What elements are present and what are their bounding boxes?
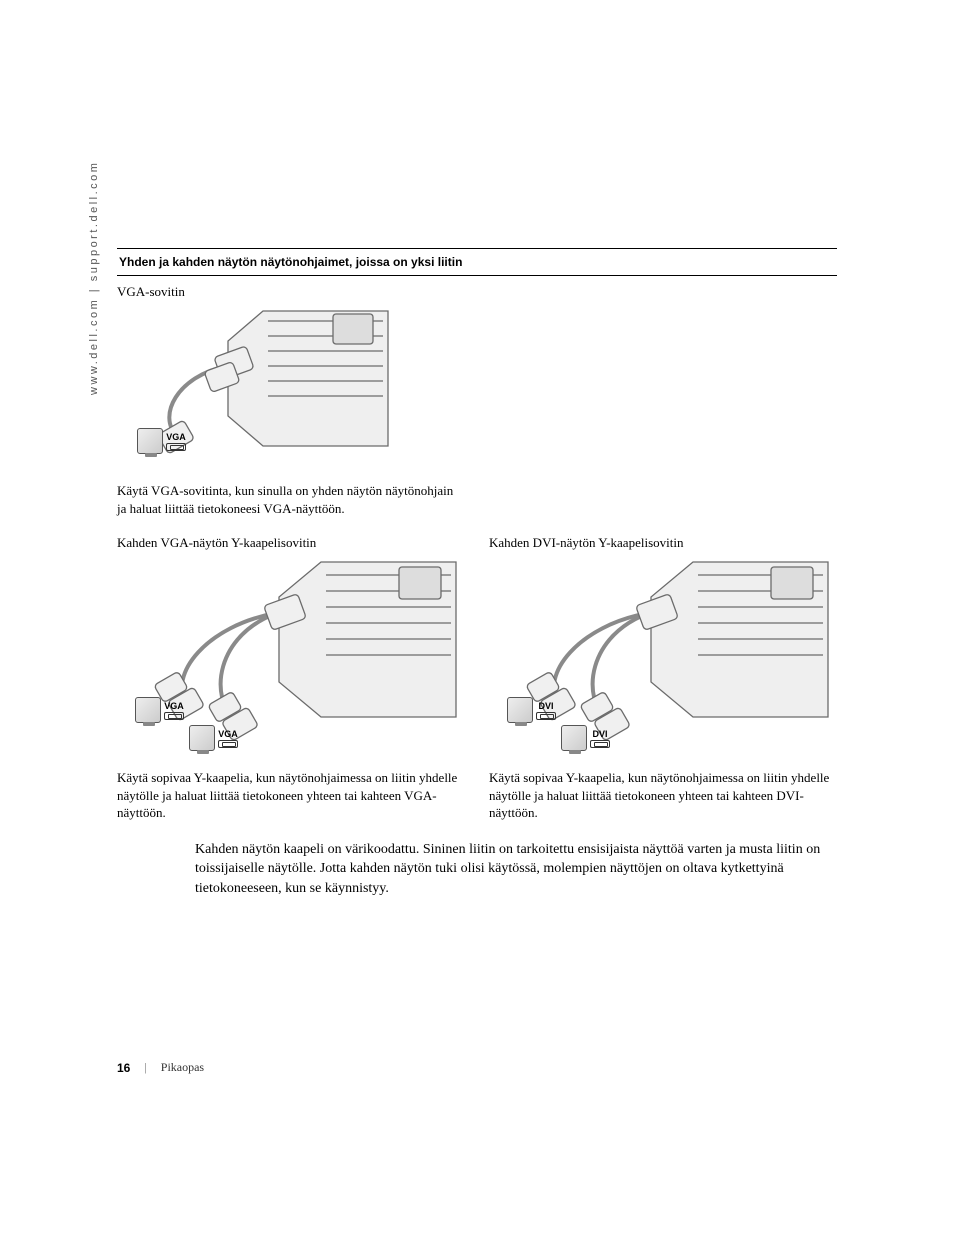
sidebar-url: www.dell.com | support.dell.com — [88, 161, 100, 395]
port-icon — [164, 712, 184, 720]
monitor-badge-vga: VGA — [137, 428, 186, 454]
monitor-badge-vga: VGA — [189, 725, 238, 751]
cell-desc: Käytä VGA-sovitinta, kun sinulla on yhde… — [117, 482, 465, 517]
badge-label-text: DVI — [592, 729, 607, 739]
badge-label-text: VGA — [164, 701, 184, 711]
cell-label: Kahden DVI-näytön Y-kaapelisovitin — [489, 535, 837, 551]
monitor-icon — [561, 725, 587, 751]
badge-label-text: VGA — [218, 729, 238, 739]
monitor-icon — [189, 725, 215, 751]
port-icon — [536, 712, 556, 720]
footer-separator: | — [144, 1060, 146, 1075]
table-row: VGA-sovitin — [117, 276, 837, 517]
diagram-vga-single: VGA — [117, 306, 397, 476]
cell-desc: Käytä sopivaa Y-kaapelia, kun näytönohja… — [489, 769, 837, 822]
table-row: Kahden VGA-näytön Y-kaapelisovitin — [117, 527, 837, 822]
port-icon — [166, 443, 186, 451]
badge-label-text: VGA — [166, 432, 186, 442]
diagram-dual-vga: VGA VGA — [117, 557, 465, 757]
monitor-badge-vga: VGA — [135, 697, 184, 723]
cell-empty — [489, 276, 837, 517]
diagram-dual-dvi: DVI DVI — [489, 557, 837, 757]
cell-desc: Käytä sopivaa Y-kaapelia, kun näytönohja… — [117, 769, 465, 822]
monitor-badge-dvi: DVI — [561, 725, 610, 751]
table-header: Yhden ja kahden näytön näytönohjaimet, j… — [117, 249, 837, 276]
main-content: Yhden ja kahden näytön näytönohjaimet, j… — [117, 248, 837, 899]
monitor-badge-dvi: DVI — [507, 697, 556, 723]
adapter-table: Yhden ja kahden näytön näytönohjaimet, j… — [117, 248, 837, 822]
cable-vga-single — [117, 336, 297, 476]
cell-label: VGA-sovitin — [117, 284, 465, 300]
page-footer: 16 | Pikaopas — [117, 1060, 204, 1075]
monitor-icon — [507, 697, 533, 723]
badge-label-text: DVI — [538, 701, 553, 711]
cell-label: Kahden VGA-näytön Y-kaapelisovitin — [117, 535, 465, 551]
port-icon — [218, 740, 238, 748]
cell-dual-vga: Kahden VGA-näytön Y-kaapelisovitin — [117, 527, 465, 822]
monitor-icon — [135, 697, 161, 723]
cell-vga-adapter: VGA-sovitin — [117, 276, 465, 517]
body-paragraph: Kahden näytön kaapeli on värikoodattu. S… — [195, 840, 835, 899]
cell-dual-dvi: Kahden DVI-näytön Y-kaapelisovitin — [489, 527, 837, 822]
monitor-icon — [137, 428, 163, 454]
port-icon — [590, 740, 610, 748]
page-number: 16 — [117, 1061, 130, 1075]
guide-label: Pikaopas — [161, 1060, 204, 1075]
